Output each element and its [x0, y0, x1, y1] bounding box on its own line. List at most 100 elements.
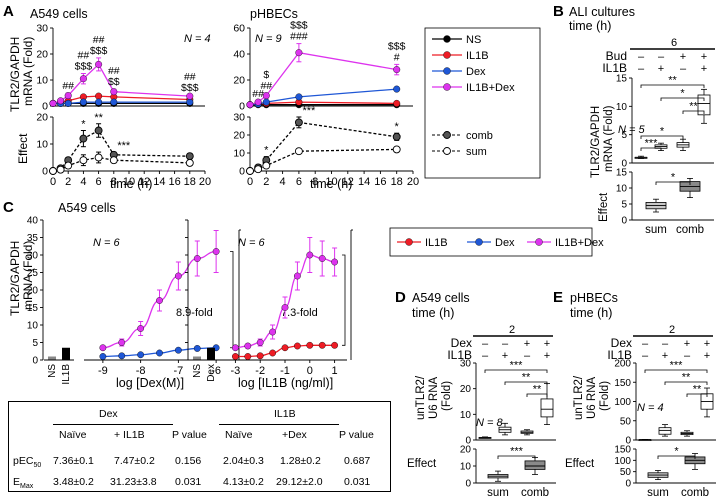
- box-rect: [540, 398, 554, 418]
- panel-e-n: N = 4: [637, 402, 664, 414]
- significance-bracket: [640, 135, 684, 139]
- effect-category-label: sum: [647, 487, 669, 499]
- a-point-il1b: [393, 99, 401, 107]
- table-col-pvalue-il1b: P value: [339, 429, 374, 441]
- treatment-sign: –: [642, 350, 649, 362]
- treatment-sign: +: [662, 350, 668, 362]
- panel-e-ylabel-top: unTLR2/: [573, 375, 585, 420]
- treatment-sign: +: [704, 338, 710, 350]
- legend-marker: [535, 238, 543, 246]
- significance-bracket: [644, 369, 708, 373]
- significance-bracket: [664, 381, 708, 385]
- treatment-sign: +: [704, 350, 710, 362]
- treatment-sign: –: [638, 63, 645, 75]
- a-main-yaxis-tick-label: 60: [233, 23, 245, 35]
- treatment-sign: +: [684, 338, 690, 350]
- a-main-yaxis-tick-label: 10: [36, 75, 48, 87]
- table-cell: 0.031: [344, 476, 371, 488]
- panel-d-effect-label: Effect: [407, 458, 437, 470]
- legend-label: sum: [466, 146, 487, 158]
- panel-c-title: A549 cells: [58, 201, 116, 215]
- a-effect-yaxis-tick-label: 0: [239, 166, 245, 178]
- significance-bracket: [640, 147, 662, 151]
- table-row-label-e-text: E: [13, 476, 21, 488]
- box-main-yaxis-tick-label: 5: [621, 130, 627, 141]
- c-point-il1b: [244, 353, 252, 360]
- a-point-il1b+dex: [64, 92, 72, 100]
- effect-category-label: comb: [521, 487, 549, 499]
- panel-a-right-xlabel: time (h): [310, 177, 352, 191]
- c-yaxis-tick-label: 25: [27, 268, 39, 279]
- a-sig-label: #: [394, 51, 400, 63]
- c-control-bar: [48, 356, 56, 360]
- box-effect-yaxis-tick-label: 50: [620, 467, 632, 478]
- a-main-yaxis-tick-label: 30: [36, 23, 48, 35]
- a-effect-point-sum: [79, 156, 88, 165]
- panel-e-effect-label: Effect: [565, 458, 595, 470]
- panel-e-ylabel-mid: U6 RNA: [586, 376, 598, 419]
- c-point-il1b+dex: [212, 248, 220, 255]
- legend-marker: [475, 238, 483, 246]
- a-effect-point-comb: [94, 126, 103, 135]
- panel-letter-b: B: [553, 3, 564, 20]
- box-effect-yaxis-tick-label: 0: [465, 479, 471, 490]
- panel-c-right-xlabel: log [IL1B (ng/ml)]: [238, 376, 333, 390]
- table-cell: 7.36±0.1: [53, 455, 94, 467]
- a-effect-xaxis-tick-label: 6: [296, 176, 302, 188]
- c-bar-label: IL1B: [61, 364, 72, 385]
- table-col-naive-il1b: Naïve: [225, 429, 253, 441]
- a-effect-point-sum: [246, 167, 254, 175]
- a-effect-point-comb: [392, 132, 401, 141]
- box-effect-yaxis-tick-label: 0: [621, 216, 627, 227]
- a-effect-xaxis-tick-label: 20: [199, 176, 211, 188]
- a-effect-sig-label: ***: [302, 105, 316, 117]
- treatment-sign: +: [701, 63, 707, 75]
- effect-box-rect: [524, 460, 546, 470]
- panel-a-left-xlabel: time (h): [110, 177, 152, 191]
- c-point-il1b: [231, 353, 239, 360]
- panel-e-ylabel-bot: (Fold): [599, 381, 611, 411]
- significance-bracket: [484, 369, 548, 373]
- a-sig-label: $$$: [290, 20, 308, 32]
- a-effect-xaxis-tick-label: 12: [138, 176, 150, 188]
- table-cell: 7.47±0.2: [114, 455, 155, 467]
- box-main-yaxis-tick-label: 10: [616, 102, 628, 113]
- box-rect: [697, 94, 711, 116]
- effect-category-label: comb: [681, 487, 709, 499]
- c-xaxis-tick-label: -3: [231, 365, 241, 377]
- panel-a-left-title: A549 cells: [30, 7, 88, 21]
- c-point-il1b: [331, 341, 338, 349]
- panel-d-time-value: 2: [509, 324, 515, 336]
- significance-bracket: [504, 381, 548, 385]
- treatment-sign: –: [680, 63, 687, 75]
- table-row-label-emax: EMax: [13, 476, 33, 490]
- significance-bracket: [686, 393, 708, 397]
- a-effect-point-comb: [185, 152, 194, 161]
- box-rect: [658, 427, 672, 435]
- table-cell: 0.156: [175, 455, 202, 467]
- treatment-sign: +: [701, 51, 707, 63]
- ec50-emax-table: Dex IL1B Naïve + IL1B P value Naïve +Dex…: [8, 401, 391, 492]
- a-point-dex: [393, 85, 401, 93]
- treatment-sign: –: [658, 51, 665, 63]
- box-main-yaxis-tick-label: 20: [460, 384, 472, 395]
- c-point-il1b+dex: [269, 328, 276, 336]
- a-sig-label: ##: [108, 65, 120, 77]
- box-effect-yaxis-tick-label: 10: [460, 462, 472, 473]
- a-main-yaxis-tick-label: 0: [42, 101, 48, 113]
- a-point-il1b+dex: [95, 60, 103, 68]
- c-xaxis-tick-label: 0: [307, 365, 313, 377]
- a-point-il1b+dex: [79, 75, 87, 83]
- legend-marker: [443, 131, 451, 139]
- c-bar-label: Dex: [206, 364, 217, 382]
- c-yaxis-tick-label: 20: [27, 286, 39, 297]
- a-sig-label: ##: [184, 71, 196, 83]
- effect-category-label: comb: [676, 224, 704, 236]
- a-effect-xaxis-tick-label: 10: [123, 176, 135, 188]
- a-effect-yaxis-tick-label: 20: [233, 130, 245, 142]
- c-point-il1b+dex: [244, 342, 252, 350]
- treatment-sign: +: [502, 350, 508, 362]
- significance-label: **: [693, 384, 702, 396]
- significance-label: **: [689, 101, 698, 113]
